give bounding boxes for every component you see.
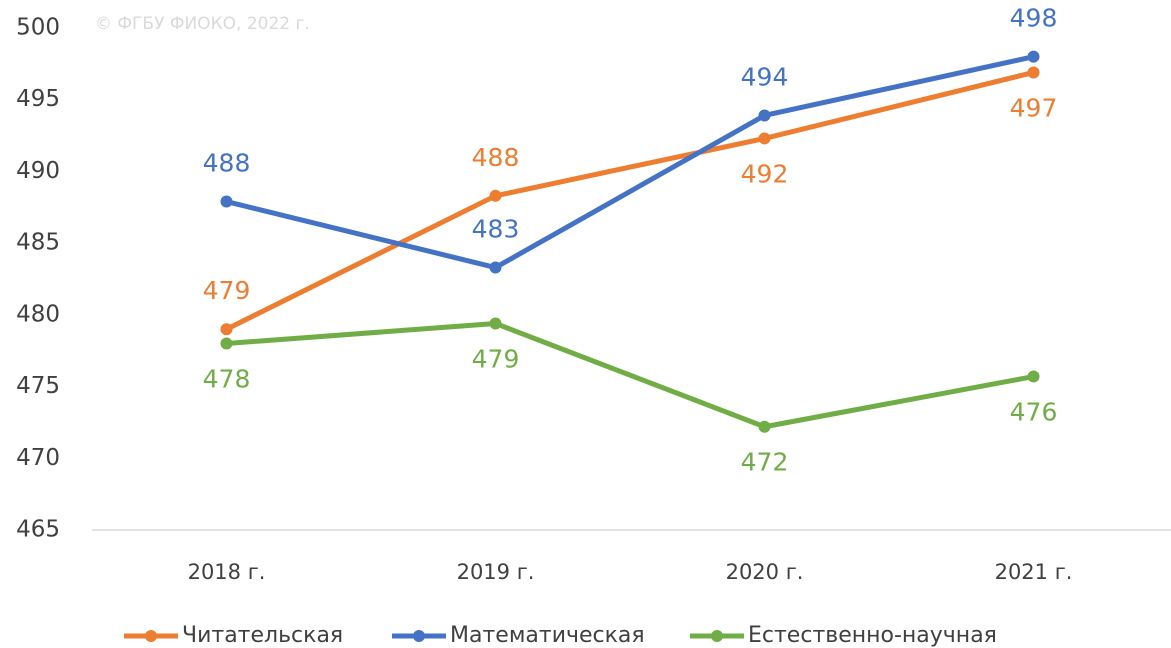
point	[1027, 66, 1040, 79]
data-label: 483	[472, 215, 520, 244]
legend-label: Естественно-научная	[748, 623, 997, 648]
series-line	[226, 320, 1034, 430]
data-label: 492	[741, 159, 789, 188]
point	[1027, 50, 1040, 63]
data-label: 488	[472, 143, 520, 172]
data-label: 478	[203, 365, 251, 394]
point	[758, 420, 771, 433]
data-label: 488	[203, 149, 251, 178]
data-label: 479	[472, 344, 520, 373]
series-line	[225, 70, 1035, 332]
y-tick-label: 470	[16, 445, 60, 471]
series-line	[225, 54, 1035, 271]
x-tick-label: 2019 г.	[457, 560, 535, 584]
y-tick-label: 490	[16, 158, 60, 184]
y-tick-label: 495	[16, 86, 60, 112]
legend-marker	[711, 630, 723, 642]
data-label: 497	[1010, 93, 1058, 122]
point	[489, 317, 502, 330]
x-tick-label: 2021 г.	[995, 560, 1073, 584]
legend-marker	[413, 630, 425, 642]
legend-label: Читательская	[182, 623, 343, 648]
legend-label: Математическая	[450, 623, 645, 648]
y-tick-label: 475	[16, 373, 60, 399]
data-label: 479	[203, 276, 251, 305]
data-label: 494	[741, 62, 789, 91]
x-tick-label: 2018 г.	[188, 560, 266, 584]
point	[489, 189, 502, 202]
point	[489, 261, 502, 274]
point	[220, 337, 233, 350]
point	[758, 132, 771, 145]
watermark: © ФГБУ ФИОКО, 2022 г.	[95, 14, 310, 34]
data-label: 476	[1010, 398, 1058, 427]
data-label: 498	[1010, 4, 1058, 33]
y-tick-label: 500	[16, 15, 60, 41]
data-label: 472	[741, 448, 789, 477]
point	[758, 109, 771, 122]
y-tick-label: 480	[16, 301, 60, 327]
legend-marker	[145, 630, 157, 642]
point	[220, 323, 233, 336]
point	[1027, 370, 1040, 383]
y-tick-label: 465	[16, 517, 60, 543]
x-tick-label: 2020 г.	[726, 560, 804, 584]
y-tick-label: 485	[16, 230, 60, 256]
point	[220, 195, 233, 208]
